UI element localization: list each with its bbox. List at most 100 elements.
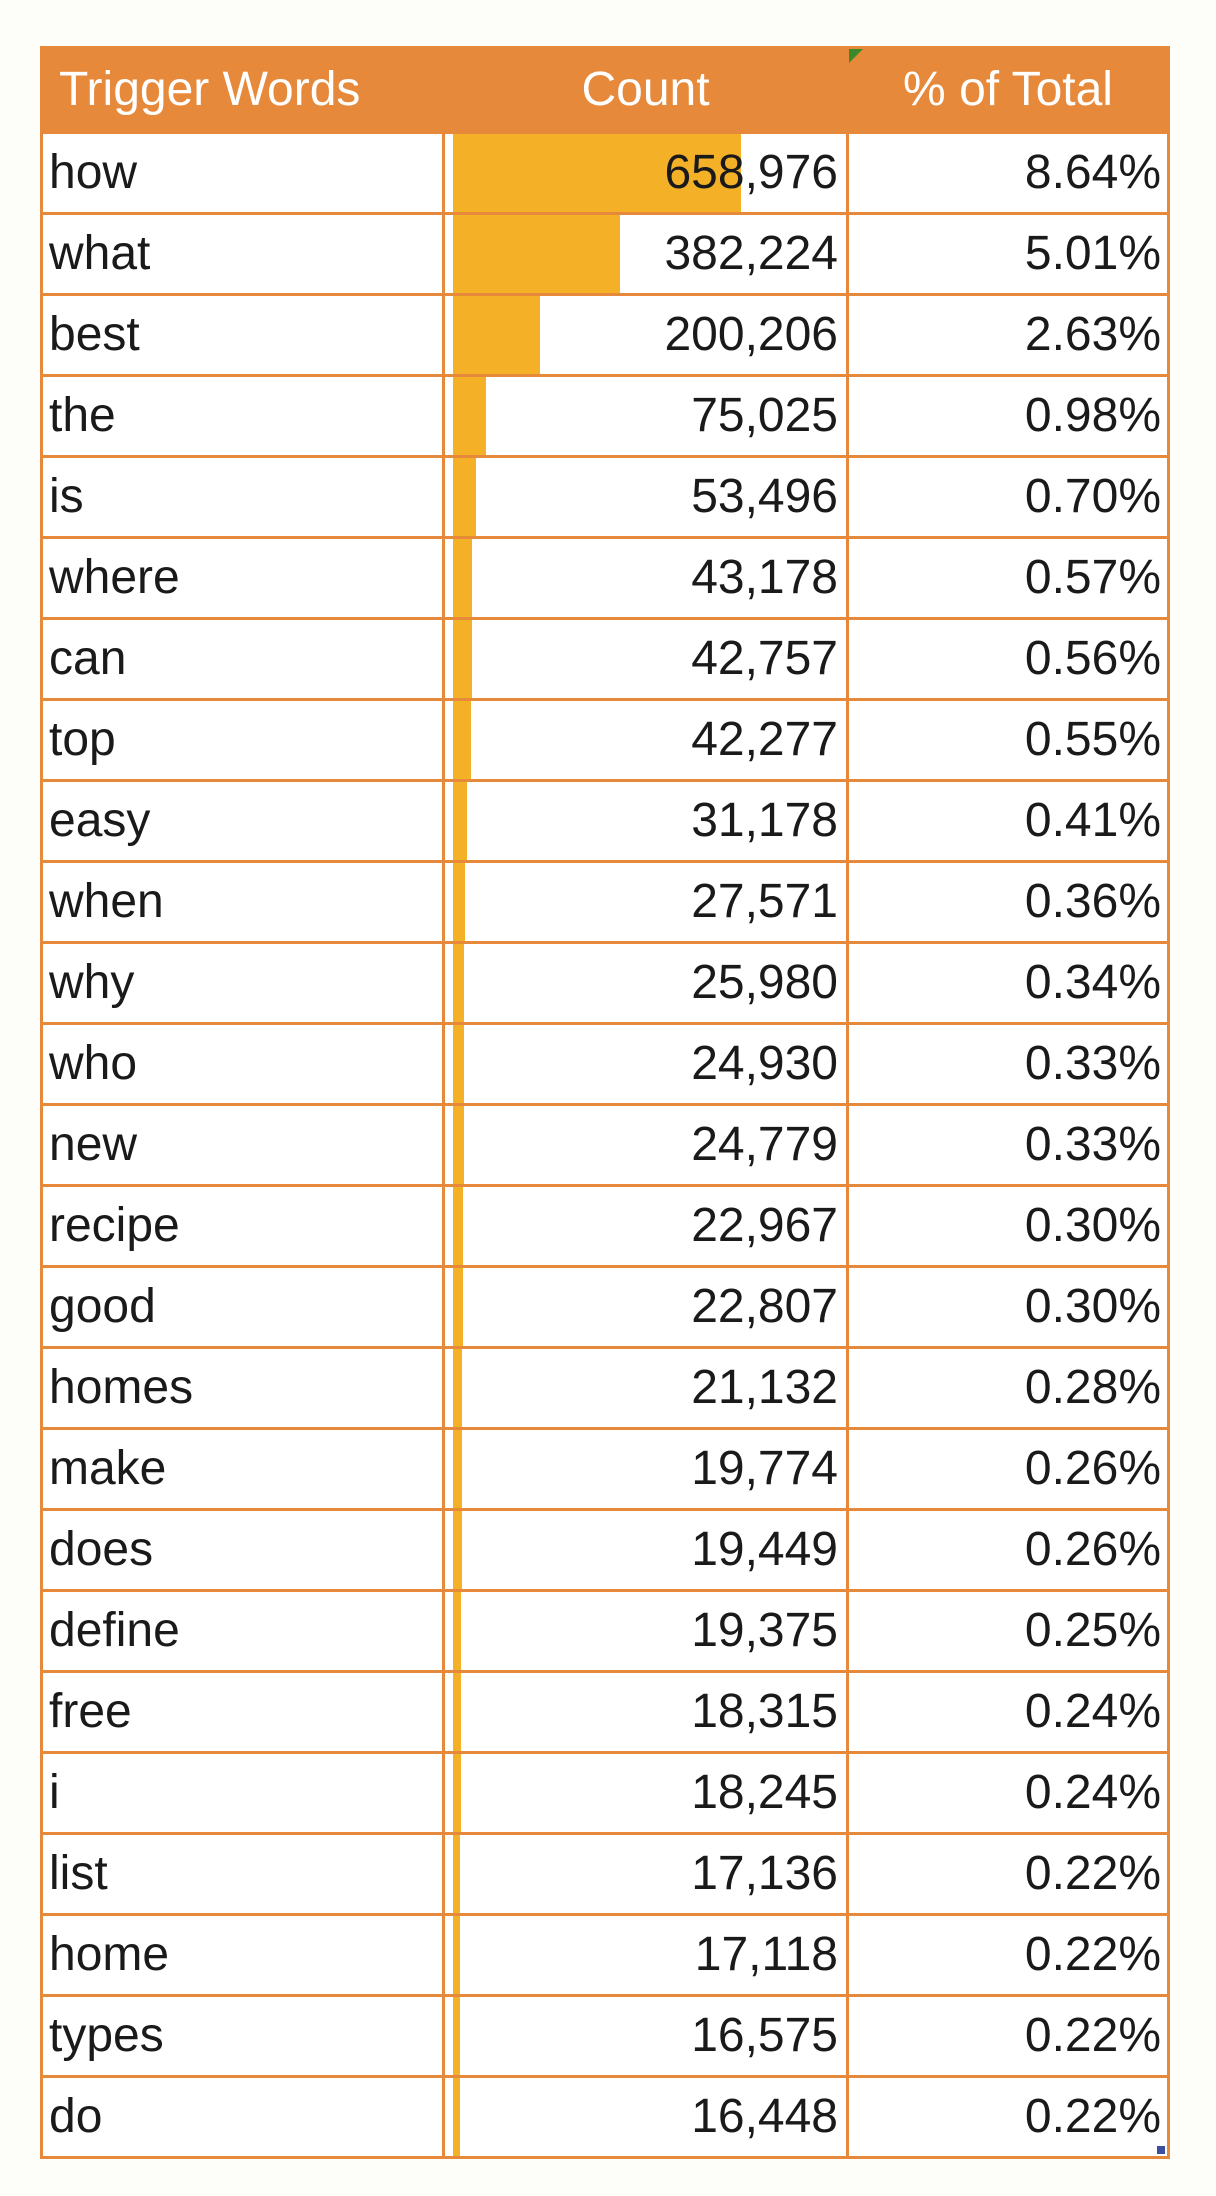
cell-trigger-word[interactable]: good [43, 1268, 442, 1346]
cell-pct-of-total[interactable]: 0.55% [849, 701, 1167, 779]
cell-pct-of-total[interactable]: 0.25% [849, 1592, 1167, 1670]
cell-trigger-word[interactable]: recipe [43, 1187, 442, 1265]
cell-trigger-word[interactable]: does [43, 1511, 442, 1589]
cell-trigger-word[interactable]: home [43, 1916, 442, 1994]
cell-trigger-word[interactable]: define [43, 1592, 442, 1670]
cell-count[interactable]: 21,132 [445, 1349, 846, 1427]
cell-trigger-word[interactable]: make [43, 1430, 442, 1508]
cell-trigger-word[interactable]: i [43, 1754, 442, 1832]
cell-pct-of-total[interactable]: 0.26% [849, 1511, 1167, 1589]
cell-count[interactable]: 75,025 [445, 377, 846, 455]
cell-count[interactable]: 19,449 [445, 1511, 846, 1589]
table-row: can 42,757 0.56% [43, 620, 1167, 698]
cell-trigger-word[interactable]: is [43, 458, 442, 536]
cell-pct-of-total[interactable]: 0.41% [849, 782, 1167, 860]
count-data-bar [453, 620, 472, 698]
cell-pct-of-total[interactable]: 0.24% [849, 1673, 1167, 1751]
cell-pct-of-total[interactable]: 0.33% [849, 1106, 1167, 1184]
cell-pct-of-total[interactable]: 0.98% [849, 377, 1167, 455]
cell-count[interactable]: 19,774 [445, 1430, 846, 1508]
cell-count[interactable]: 53,496 [445, 458, 846, 536]
cell-count[interactable]: 17,118 [445, 1916, 846, 1994]
count-data-bar [453, 1187, 463, 1265]
table-header-row: Trigger Words Count % of Total [43, 49, 1167, 131]
cell-count[interactable]: 24,930 [445, 1025, 846, 1103]
table-row: top 42,277 0.55% [43, 701, 1167, 779]
cell-pct-of-total[interactable]: 0.57% [849, 539, 1167, 617]
cell-count[interactable]: 16,448 [445, 2078, 846, 2156]
cell-trigger-word[interactable]: who [43, 1025, 442, 1103]
cell-count[interactable]: 22,967 [445, 1187, 846, 1265]
cell-count[interactable]: 42,757 [445, 620, 846, 698]
count-value: 16,575 [691, 2009, 838, 2062]
cell-pct-of-total[interactable]: 0.26% [849, 1430, 1167, 1508]
cell-pct-of-total[interactable]: 0.34% [849, 944, 1167, 1022]
count-value: 53,496 [691, 470, 838, 523]
cell-count[interactable]: 43,178 [445, 539, 846, 617]
comment-indicator-icon [849, 49, 863, 63]
cell-count[interactable]: 22,807 [445, 1268, 846, 1346]
cell-pct-of-total[interactable]: 0.22% [849, 1835, 1167, 1913]
cell-count[interactable]: 31,178 [445, 782, 846, 860]
fill-handle-icon[interactable] [1157, 2146, 1165, 2154]
cell-trigger-word[interactable]: what [43, 215, 442, 293]
cell-count[interactable]: 16,575 [445, 1997, 846, 2075]
cell-pct-of-total[interactable]: 5.01% [849, 215, 1167, 293]
cell-trigger-word[interactable]: do [43, 2078, 442, 2156]
header-pct-of-total[interactable]: % of Total [849, 49, 1167, 131]
table-row: new 24,779 0.33% [43, 1106, 1167, 1184]
cell-trigger-word[interactable]: when [43, 863, 442, 941]
header-count[interactable]: Count [581, 63, 710, 116]
cell-count[interactable]: 382,224 [445, 215, 846, 293]
cell-trigger-word[interactable]: homes [43, 1349, 442, 1427]
cell-trigger-word[interactable]: where [43, 539, 442, 617]
cell-count[interactable]: 200,206 [445, 296, 846, 374]
cell-pct-of-total[interactable]: 0.30% [849, 1268, 1167, 1346]
cell-trigger-word[interactable]: free [43, 1673, 442, 1751]
cell-pct-of-total[interactable]: 0.30% [849, 1187, 1167, 1265]
cell-count[interactable]: 18,245 [445, 1754, 846, 1832]
cell-trigger-word[interactable]: types [43, 1997, 442, 2075]
table-row: the 75,025 0.98% [43, 377, 1167, 455]
count-value: 22,807 [691, 1280, 838, 1333]
cell-count[interactable]: 658,976 [445, 134, 846, 212]
cell-pct-of-total[interactable]: 0.36% [849, 863, 1167, 941]
cell-trigger-word[interactable]: why [43, 944, 442, 1022]
cell-count[interactable]: 17,136 [445, 1835, 846, 1913]
cell-pct-of-total[interactable]: 0.24% [849, 1754, 1167, 1832]
count-data-bar [453, 1916, 460, 1994]
cell-count[interactable]: 27,571 [445, 863, 846, 941]
cell-pct-of-total[interactable]: 0.22% [849, 1916, 1167, 1994]
cell-trigger-word[interactable]: the [43, 377, 442, 455]
count-data-bar [453, 1997, 460, 2075]
cell-trigger-word[interactable]: list [43, 1835, 442, 1913]
count-value: 21,132 [691, 1361, 838, 1414]
cell-trigger-word[interactable]: top [43, 701, 442, 779]
cell-pct-of-total[interactable]: 0.22% [849, 1997, 1167, 2075]
cell-pct-of-total[interactable]: 0.22% [849, 2078, 1167, 2156]
cell-trigger-word[interactable]: new [43, 1106, 442, 1184]
count-value: 24,930 [691, 1037, 838, 1090]
table-row: good 22,807 0.30% [43, 1268, 1167, 1346]
cell-trigger-word[interactable]: easy [43, 782, 442, 860]
count-data-bar [453, 782, 467, 860]
cell-pct-of-total[interactable]: 0.70% [849, 458, 1167, 536]
cell-trigger-word[interactable]: can [43, 620, 442, 698]
count-data-bar [453, 701, 471, 779]
cell-pct-of-total[interactable]: 2.63% [849, 296, 1167, 374]
cell-trigger-word[interactable]: how [43, 134, 442, 212]
cell-count[interactable]: 25,980 [445, 944, 846, 1022]
cell-pct-of-total[interactable]: 0.33% [849, 1025, 1167, 1103]
cell-pct-of-total[interactable]: 0.56% [849, 620, 1167, 698]
cell-pct-of-total[interactable]: 8.64% [849, 134, 1167, 212]
count-value: 24,779 [691, 1118, 838, 1171]
count-value: 17,118 [694, 1928, 838, 1981]
cell-count[interactable]: 24,779 [445, 1106, 846, 1184]
cell-trigger-word[interactable]: best [43, 296, 442, 374]
cell-count[interactable]: 19,375 [445, 1592, 846, 1670]
header-trigger-words[interactable]: Trigger Words [59, 63, 361, 116]
cell-count[interactable]: 42,277 [445, 701, 846, 779]
table-row: free 18,315 0.24% [43, 1673, 1167, 1751]
cell-pct-of-total[interactable]: 0.28% [849, 1349, 1167, 1427]
cell-count[interactable]: 18,315 [445, 1673, 846, 1751]
